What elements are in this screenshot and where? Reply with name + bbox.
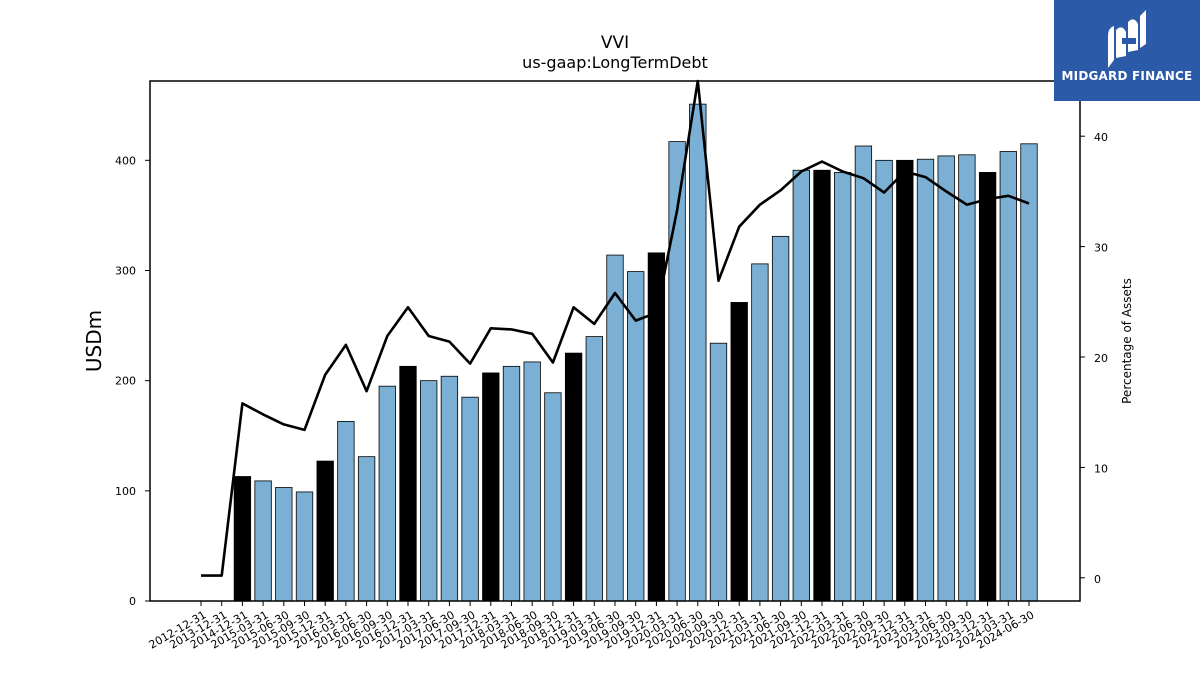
bar-2020-06-30 [689, 103, 707, 602]
logo-text: MIDGARD FINANCE [1061, 69, 1193, 83]
y2-tick-label: 20 [1094, 352, 1108, 365]
bar-2018-12-31 [564, 352, 583, 602]
bar-2022-06-30 [854, 145, 873, 602]
bar-2023-12-31 [978, 172, 997, 602]
bar-2020-09-30 [709, 342, 728, 602]
bar-2019-03-31 [585, 336, 603, 602]
bar-2018-06-30 [523, 361, 541, 602]
bar-2021-06-30 [771, 235, 790, 602]
bar-2021-09-30 [792, 169, 810, 602]
chart-subtitle: us-gaap:LongTermDebt [522, 53, 708, 72]
bar-2017-09-30 [461, 396, 479, 602]
bar-2015-09-30 [295, 491, 314, 602]
bars-layer [233, 103, 1038, 602]
bar-2021-12-31 [813, 169, 831, 602]
chart-title: VVI [601, 33, 629, 53]
bar-2015-12-31 [316, 460, 334, 602]
bar-2020-12-31 [730, 302, 748, 602]
bar-2022-12-31 [896, 159, 914, 602]
bar-2017-12-31 [482, 372, 500, 602]
bar-2019-12-31 [647, 252, 666, 602]
bar-2017-03-31 [420, 380, 438, 602]
y-tick-label: 0 [129, 595, 136, 608]
midgard-finance-logo: MIDGARD FINANCE [1054, 0, 1200, 101]
bar-2015-06-30 [275, 487, 293, 602]
bar-2016-09-30 [378, 385, 396, 602]
y-tick-label: 100 [115, 485, 136, 498]
percentage-of-assets-line [201, 79, 1030, 577]
bar-2024-06-30 [1020, 143, 1038, 602]
bar-2016-03-31 [337, 421, 355, 602]
bar-2023-03-31 [916, 158, 935, 602]
bar-2015-03-31 [254, 480, 272, 602]
y2-axis-label: Percentage of Assets [1120, 278, 1134, 404]
bar-2019-06-30 [606, 254, 624, 602]
bar-2021-03-31 [751, 263, 769, 602]
axes-layer: 01002003004000102030402012-12-312013-12-… [115, 131, 1108, 651]
bar-2024-03-31 [999, 151, 1017, 602]
y-axis-label: USDm [82, 310, 106, 372]
y-tick-label: 400 [115, 154, 136, 167]
bar-2016-12-31 [399, 365, 417, 602]
bar-2016-06-30 [357, 456, 376, 602]
bar-2018-09-30 [544, 392, 562, 602]
line-layer [201, 79, 1030, 577]
bar-2023-09-30 [958, 154, 976, 602]
bar-2022-09-30 [875, 159, 893, 602]
bar-2014-12-31 [233, 476, 252, 602]
bar-2018-03-31 [502, 365, 521, 602]
y-tick-label: 200 [115, 375, 136, 388]
y2-tick-label: 0 [1094, 573, 1101, 586]
midgard-logo-icon [1108, 10, 1146, 68]
bar-2022-03-31 [834, 172, 852, 602]
y2-tick-label: 40 [1094, 131, 1108, 144]
y-tick-label: 300 [115, 264, 136, 277]
y2-tick-label: 30 [1094, 242, 1108, 255]
bar-2023-06-30 [937, 155, 955, 602]
bar-2017-06-30 [440, 375, 459, 602]
y2-tick-label: 10 [1094, 462, 1108, 475]
